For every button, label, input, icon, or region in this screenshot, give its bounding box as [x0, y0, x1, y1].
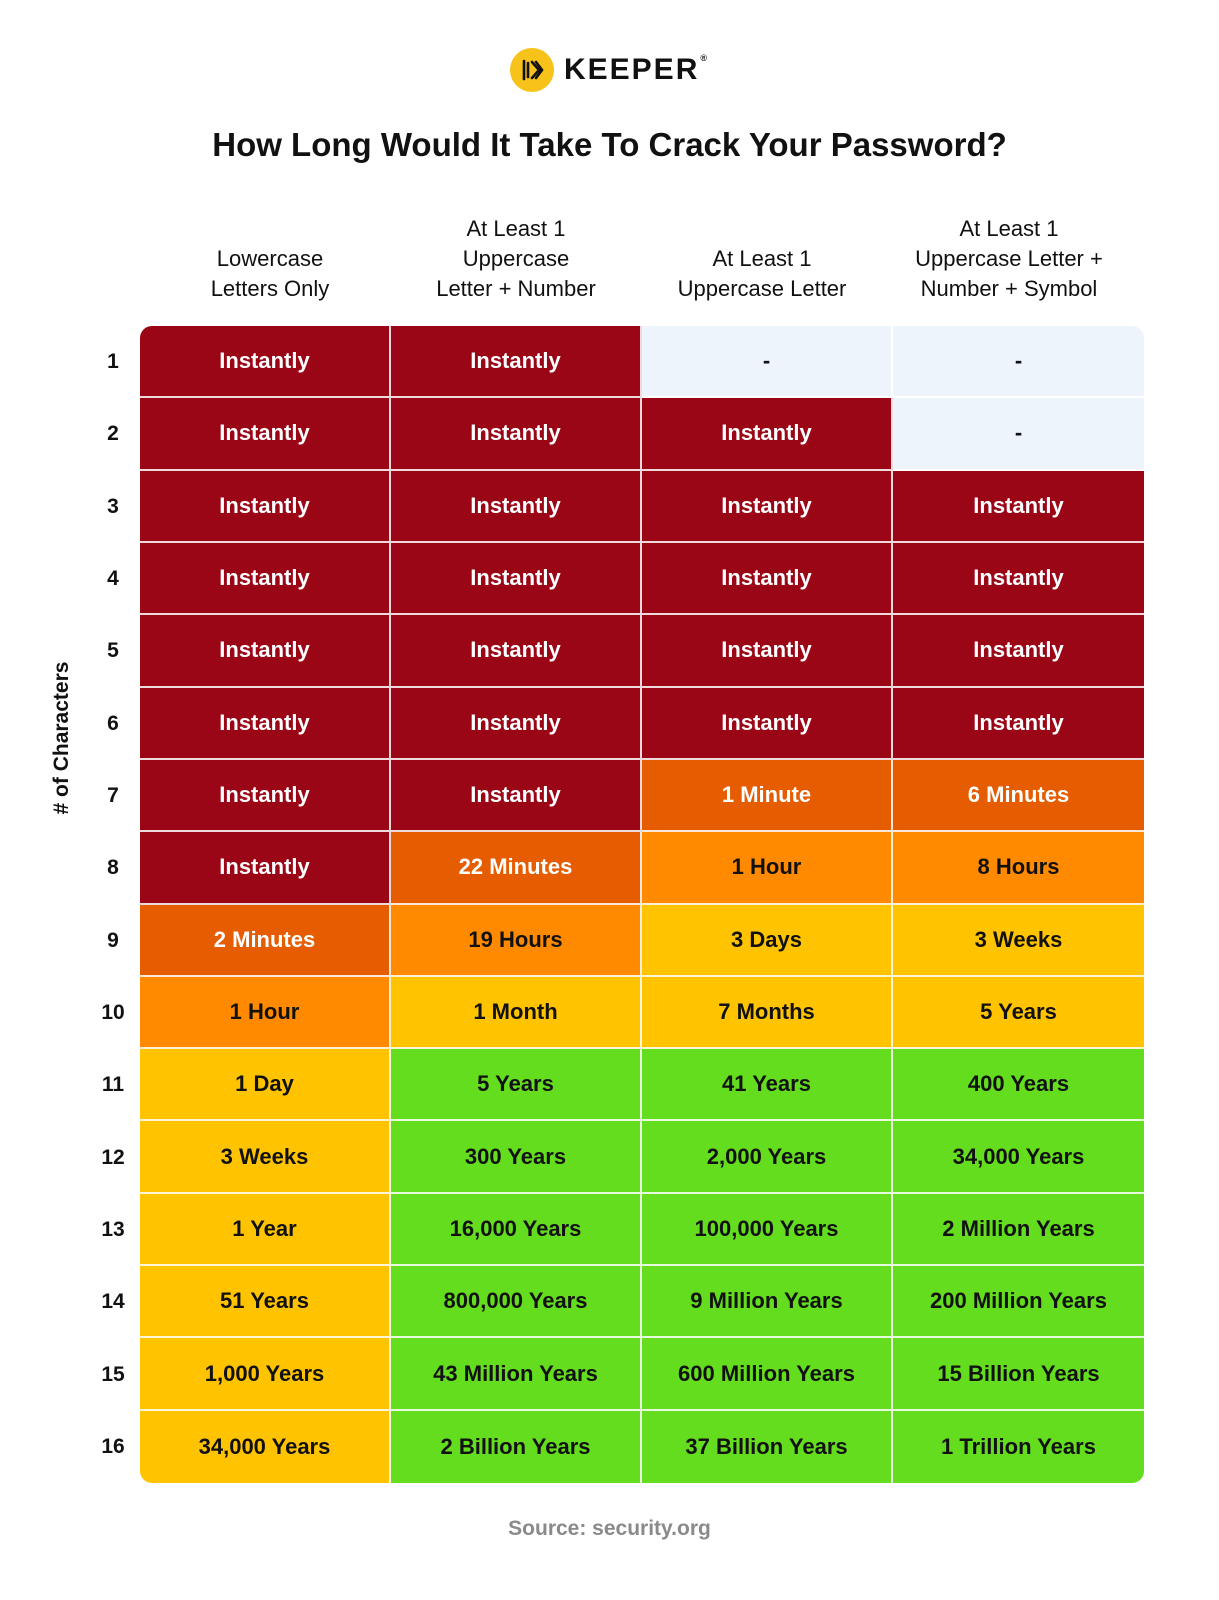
table-cell: Instantly	[642, 470, 893, 543]
table-cell: Instantly	[642, 398, 893, 471]
table-cell: 800,000 Years	[391, 1266, 642, 1339]
row-label: 10	[101, 1000, 125, 1024]
table-cell: Instantly	[893, 542, 1144, 616]
table-cell: 1 Trillion Years	[893, 1410, 1144, 1483]
table-cell: 3 Weeks	[893, 904, 1144, 977]
row-label: 15	[101, 1362, 125, 1386]
column-header-uppercase-number: At Least 1 Uppercase Letter + Number	[436, 216, 596, 301]
row-label: 11	[101, 1073, 125, 1097]
table-cell: Instantly	[642, 687, 893, 760]
table-cell: 9 Million Years	[642, 1266, 893, 1339]
table-cell: 1,000 Years	[140, 1338, 391, 1411]
table-cell: Instantly	[140, 759, 391, 833]
table-cell: Instantly	[140, 326, 391, 399]
column-header-lowercase: Lowercase Letters Only	[210, 246, 330, 301]
row-label: 2	[107, 422, 119, 446]
table-cell: 15 Billion Years	[893, 1338, 1144, 1411]
column-header-uppercase-number-symbol: At Least 1 Uppercase Letter + Number + S…	[915, 216, 1103, 301]
table-cell: 22 Minutes	[391, 832, 642, 905]
table-cell: Instantly	[140, 398, 391, 471]
table-cell: Instantly	[391, 470, 642, 543]
row-label: 1	[107, 350, 119, 374]
table-cell: Instantly	[391, 759, 642, 833]
column-header-uppercase: At Least 1 Uppercase Letter	[677, 246, 847, 301]
table-cell: 41 Years	[642, 1049, 893, 1122]
table-cell: 1 Hour	[642, 832, 893, 905]
table-cell: 1 Day	[140, 1049, 391, 1122]
crack-time-table: Instantly Instantly - - Instantly Instantly In…	[140, 326, 1144, 1483]
table-cell: 37 Billion Years	[642, 1410, 893, 1483]
table-cell: 2 Billion Years	[391, 1410, 642, 1483]
table-cell: 16,000 Years	[391, 1193, 642, 1267]
table-cell: 400 Years	[893, 1049, 1144, 1122]
table-cell: 5 Years	[893, 976, 1144, 1050]
table-cell: 34,000 Years	[140, 1410, 391, 1483]
row-label: 8	[107, 856, 119, 880]
source-note: Source: security.org	[508, 1517, 711, 1540]
table-cell: Instantly	[140, 687, 391, 760]
keeper-logo: KEEPER®	[0, 48, 1219, 92]
table-cell: -	[893, 326, 1144, 399]
table-cell: -	[893, 398, 1144, 471]
table-cell: Instantly	[391, 615, 642, 688]
table-cell: Instantly	[140, 470, 391, 543]
y-axis-label: # of Characters	[50, 661, 73, 815]
table-cell: -	[642, 326, 893, 399]
keeper-logo-icon	[509, 48, 554, 92]
row-label: 9	[107, 928, 119, 952]
table-cell: Instantly	[391, 687, 642, 760]
table-cell: 3 Days	[642, 904, 893, 977]
table-cell: 1 Hour	[140, 976, 391, 1050]
row-label: 16	[101, 1434, 125, 1458]
table-cell: 7 Months	[642, 976, 893, 1050]
table-cell: 2 Minutes	[140, 904, 391, 977]
chart-title: How Long Would It Take To Crack Your Pas…	[212, 126, 1007, 163]
table-cell: Instantly	[893, 615, 1144, 688]
table-cell: Instantly	[893, 687, 1144, 760]
table-cell: 200 Million Years	[893, 1266, 1144, 1339]
row-label: 6	[107, 711, 119, 735]
table-cell: 51 Years	[140, 1266, 391, 1339]
table-cell: Instantly	[391, 326, 642, 399]
table-cell: Instantly	[140, 615, 391, 688]
table-cell: Instantly	[642, 615, 893, 688]
keeper-logo-text: KEEPER®	[563, 53, 709, 86]
table-cell: 6 Minutes	[893, 759, 1144, 833]
table-cell: Instantly	[140, 542, 391, 616]
table-cell: Instantly	[391, 398, 642, 471]
table-cell: 5 Years	[391, 1049, 642, 1122]
table-cell: 1 Year	[140, 1193, 391, 1267]
row-label: 12	[101, 1145, 125, 1169]
table-cell: Instantly	[140, 832, 391, 905]
row-label: 14	[101, 1290, 125, 1314]
table-cell: Instantly	[642, 542, 893, 616]
row-label: 7	[107, 784, 119, 808]
table-cell: 1 Month	[391, 976, 642, 1050]
row-label: 5	[107, 639, 119, 663]
table-cell: 300 Years	[391, 1121, 642, 1194]
table-cell: 1 Minute	[642, 759, 893, 833]
keeper-k-icon	[522, 59, 544, 81]
table-cell: 2 Million Years	[893, 1193, 1144, 1267]
table-cell: 34,000 Years	[893, 1121, 1144, 1194]
table-cell: 2,000 Years	[642, 1121, 893, 1194]
row-label: 13	[101, 1217, 125, 1241]
table-cell: 19 Hours	[391, 904, 642, 977]
table-cell: Instantly	[893, 470, 1144, 543]
table-cell: 3 Weeks	[140, 1121, 391, 1194]
table-cell: 600 Million Years	[642, 1338, 893, 1411]
table-cell: 43 Million Years	[391, 1338, 642, 1411]
table-cell: 8 Hours	[893, 832, 1144, 905]
row-label: 4	[107, 567, 119, 591]
table-cell: 100,000 Years	[642, 1193, 893, 1267]
table-cell: Instantly	[391, 542, 642, 616]
row-label: 3	[107, 494, 119, 518]
